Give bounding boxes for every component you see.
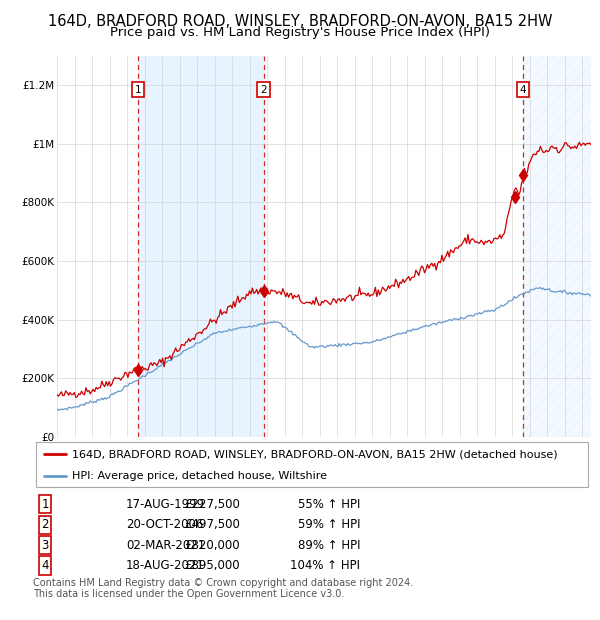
Text: £497,500: £497,500 xyxy=(184,518,240,531)
Text: 2: 2 xyxy=(260,84,267,94)
Text: 02-MAR-2021: 02-MAR-2021 xyxy=(126,539,205,552)
Text: 3: 3 xyxy=(41,539,49,552)
Text: £227,500: £227,500 xyxy=(184,498,240,511)
Text: Price paid vs. HM Land Registry's House Price Index (HPI): Price paid vs. HM Land Registry's House … xyxy=(110,26,490,39)
Text: 59% ↑ HPI: 59% ↑ HPI xyxy=(298,518,360,531)
Text: 1: 1 xyxy=(135,84,142,94)
Text: £895,000: £895,000 xyxy=(184,559,240,572)
Text: 89% ↑ HPI: 89% ↑ HPI xyxy=(298,539,360,552)
Text: 17-AUG-1999: 17-AUG-1999 xyxy=(126,498,205,511)
Text: 55% ↑ HPI: 55% ↑ HPI xyxy=(298,498,360,511)
Text: 164D, BRADFORD ROAD, WINSLEY, BRADFORD-ON-AVON, BA15 2HW (detached house): 164D, BRADFORD ROAD, WINSLEY, BRADFORD-O… xyxy=(72,449,557,459)
FancyBboxPatch shape xyxy=(36,442,588,487)
Text: 4: 4 xyxy=(520,84,527,94)
Text: 18-AUG-2021: 18-AUG-2021 xyxy=(126,559,205,572)
Text: 4: 4 xyxy=(41,559,49,572)
Text: HPI: Average price, detached house, Wiltshire: HPI: Average price, detached house, Wilt… xyxy=(72,471,327,482)
Text: Contains HM Land Registry data © Crown copyright and database right 2024.
This d: Contains HM Land Registry data © Crown c… xyxy=(33,578,413,600)
Bar xyxy=(523,56,591,437)
Text: 1: 1 xyxy=(41,498,49,511)
Bar xyxy=(138,56,263,437)
Text: 2: 2 xyxy=(41,518,49,531)
Text: 20-OCT-2006: 20-OCT-2006 xyxy=(126,518,203,531)
Text: £820,000: £820,000 xyxy=(184,539,240,552)
Text: 104% ↑ HPI: 104% ↑ HPI xyxy=(290,559,360,572)
Text: 164D, BRADFORD ROAD, WINSLEY, BRADFORD-ON-AVON, BA15 2HW: 164D, BRADFORD ROAD, WINSLEY, BRADFORD-O… xyxy=(48,14,552,29)
